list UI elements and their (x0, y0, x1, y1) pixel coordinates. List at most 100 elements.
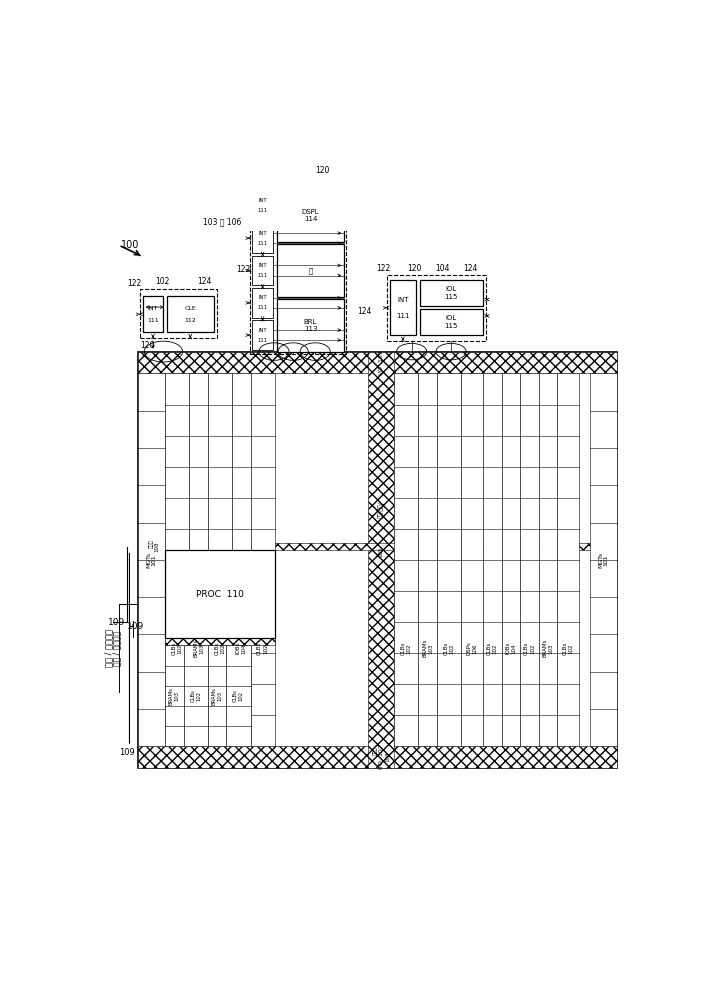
Text: 111: 111 (257, 241, 268, 246)
Text: 104: 104 (435, 264, 450, 273)
Text: DSPL
114: DSPL 114 (302, 209, 320, 222)
Bar (226, 645, 250, 746)
Text: 111: 111 (257, 338, 268, 343)
Bar (390, 280, 416, 335)
Text: 100: 100 (122, 240, 139, 250)
Text: CLBs
102: CLBs 102 (233, 689, 244, 702)
Bar (252, 223, 273, 253)
Text: INT: INT (258, 263, 267, 268)
Text: IOBs
104: IOBs 104 (506, 642, 516, 654)
Bar (252, 256, 273, 285)
Bar (437, 373, 461, 746)
Text: INT: INT (258, 198, 267, 203)
Bar (138, 373, 165, 746)
Text: CLBs
102: CLBs 102 (443, 642, 455, 655)
Text: IOL: IOL (445, 286, 457, 292)
Text: INT: INT (148, 306, 158, 311)
Bar (141, 289, 217, 338)
Text: 124: 124 (357, 307, 371, 316)
Text: 120: 120 (407, 264, 422, 273)
Text: DSPs
106: DSPs 106 (467, 641, 477, 655)
Text: BRAMs
103: BRAMs 103 (543, 639, 554, 657)
Bar (184, 645, 208, 746)
Text: CLE: CLE (185, 306, 196, 311)
Bar (277, 189, 344, 242)
Text: 配置/时钟/: 配置/时钟/ (378, 501, 384, 518)
Text: BRAMs
103: BRAMs 103 (211, 687, 223, 705)
Text: 108: 108 (154, 542, 159, 552)
Bar (138, 543, 617, 550)
Text: IOBs
104: IOBs 104 (236, 642, 247, 654)
Text: IOL: IOL (445, 315, 457, 321)
Text: BRAMs
103: BRAMs 103 (169, 687, 180, 705)
Text: 109: 109 (107, 618, 125, 627)
Text: CLBs
102: CLBs 102 (487, 642, 498, 655)
Bar (461, 373, 483, 746)
Text: 注册仙: 注册仙 (149, 540, 154, 548)
Text: 102: 102 (155, 277, 169, 286)
Bar (539, 373, 557, 746)
Text: 111: 111 (396, 313, 409, 319)
Bar (167, 296, 214, 332)
Text: I/O  107: I/O 107 (378, 350, 383, 375)
Text: 111: 111 (257, 305, 268, 310)
Text: MGTs
101: MGTs 101 (598, 552, 609, 568)
Text: 111: 111 (257, 208, 268, 213)
Text: 或: 或 (308, 267, 312, 274)
Text: CLBs
102: CLBs 102 (214, 642, 226, 655)
Bar (165, 638, 275, 645)
Bar (165, 373, 189, 746)
Bar (250, 184, 346, 354)
Bar (250, 373, 275, 746)
Text: INT: INT (258, 231, 267, 236)
Text: 105: 105 (378, 546, 383, 557)
Bar (387, 275, 486, 341)
Text: INT: INT (258, 328, 267, 333)
Bar (277, 244, 344, 297)
Text: INT: INT (397, 297, 409, 303)
Bar (483, 373, 501, 746)
Text: 108: 108 (385, 752, 390, 762)
Text: PROC  110: PROC 110 (196, 590, 244, 599)
Bar (189, 373, 208, 746)
Bar (143, 296, 163, 332)
Bar (252, 191, 273, 221)
Bar (138, 746, 617, 768)
Text: CLBs
102: CLBs 102 (172, 642, 182, 655)
Text: I/O  107: I/O 107 (378, 745, 383, 769)
Bar (590, 373, 617, 746)
Bar (557, 373, 579, 746)
Text: CLBs
102: CLBs 102 (524, 642, 535, 655)
Text: 112: 112 (185, 318, 196, 323)
Text: 103 或 106: 103 或 106 (204, 217, 242, 226)
Bar (208, 645, 226, 746)
Text: 115: 115 (445, 323, 458, 329)
Text: CLBs
102: CLBs 102 (257, 642, 268, 655)
Bar (420, 309, 483, 335)
Text: 120: 120 (315, 166, 329, 175)
Text: 注册仙: 注册仙 (373, 746, 378, 755)
Text: BRL
113: BRL 113 (304, 319, 317, 332)
Bar (232, 373, 250, 746)
Text: 109: 109 (127, 622, 144, 631)
Bar (419, 373, 437, 746)
Text: INT: INT (258, 295, 267, 300)
Text: 109: 109 (119, 748, 134, 757)
Bar (252, 288, 273, 318)
Text: 111: 111 (257, 273, 268, 278)
Text: BRAMs
103: BRAMs 103 (422, 639, 433, 657)
Bar (368, 352, 394, 768)
Bar (277, 299, 344, 352)
Text: 111: 111 (147, 318, 159, 323)
Bar (420, 280, 483, 306)
Bar (138, 352, 617, 768)
Bar (208, 373, 232, 746)
Text: MGTs
101: MGTs 101 (146, 552, 157, 568)
Text: 122: 122 (127, 279, 141, 288)
Bar (394, 373, 419, 746)
Text: 120: 120 (141, 341, 155, 350)
Text: CLBs
102: CLBs 102 (401, 642, 411, 655)
Text: BRAMs
103: BRAMs 103 (193, 639, 204, 657)
Text: CLBs
102: CLBs 102 (563, 642, 574, 655)
Text: 122: 122 (376, 264, 390, 273)
